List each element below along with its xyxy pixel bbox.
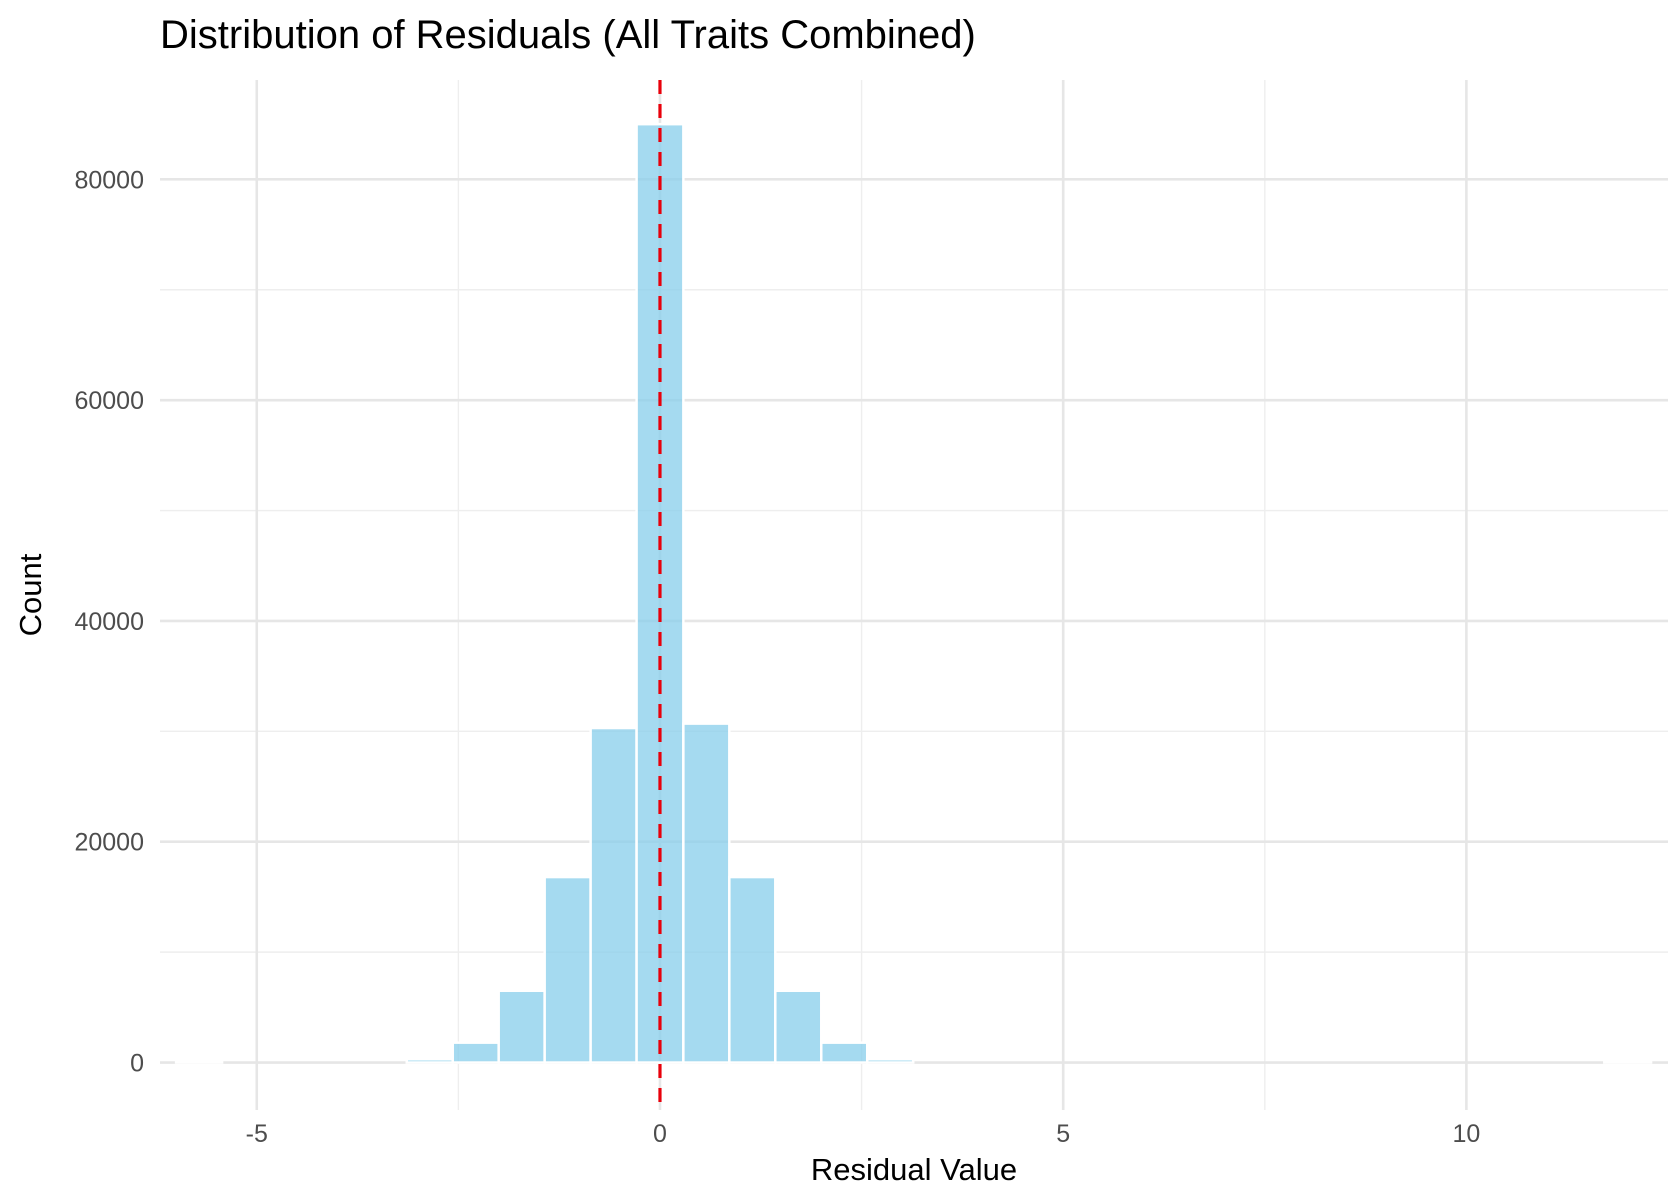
y-tick-label: 20000	[74, 829, 144, 857]
y-tick-label: 0	[130, 1050, 144, 1078]
histogram-bar	[174, 1060, 224, 1064]
histogram-bar	[497, 989, 546, 1064]
histogram-bar	[543, 875, 592, 1064]
histogram-bar	[865, 1057, 915, 1064]
chart-title: Distribution of Residuals (All Traits Co…	[160, 13, 976, 57]
histogram-bar	[820, 1041, 869, 1064]
y-tick-label: 60000	[74, 387, 144, 415]
bars-layer	[174, 122, 1653, 1064]
y-tick-label: 40000	[74, 608, 144, 636]
histogram-bar	[589, 726, 638, 1064]
histogram-bar	[405, 1057, 454, 1064]
histogram-bar	[774, 989, 823, 1064]
x-tick-label: 0	[653, 1120, 667, 1148]
x-tick-label: 10	[1452, 1120, 1480, 1148]
x-tick-label: 5	[1056, 1120, 1070, 1148]
y-tick-label: 80000	[74, 166, 144, 194]
tick-labels-layer: -5 0 5 10 0 20000 40000 60000 80000	[74, 166, 1480, 1148]
histogram-bar	[1603, 1060, 1653, 1064]
histogram-bar	[728, 875, 777, 1064]
histogram-bar	[451, 1041, 500, 1064]
y-axis-title: Count	[13, 553, 48, 636]
x-tick-label: -5	[246, 1120, 268, 1148]
grid-layer	[160, 80, 1668, 1110]
histogram-bar	[682, 722, 731, 1064]
x-axis-title: Residual Value	[811, 1152, 1017, 1187]
